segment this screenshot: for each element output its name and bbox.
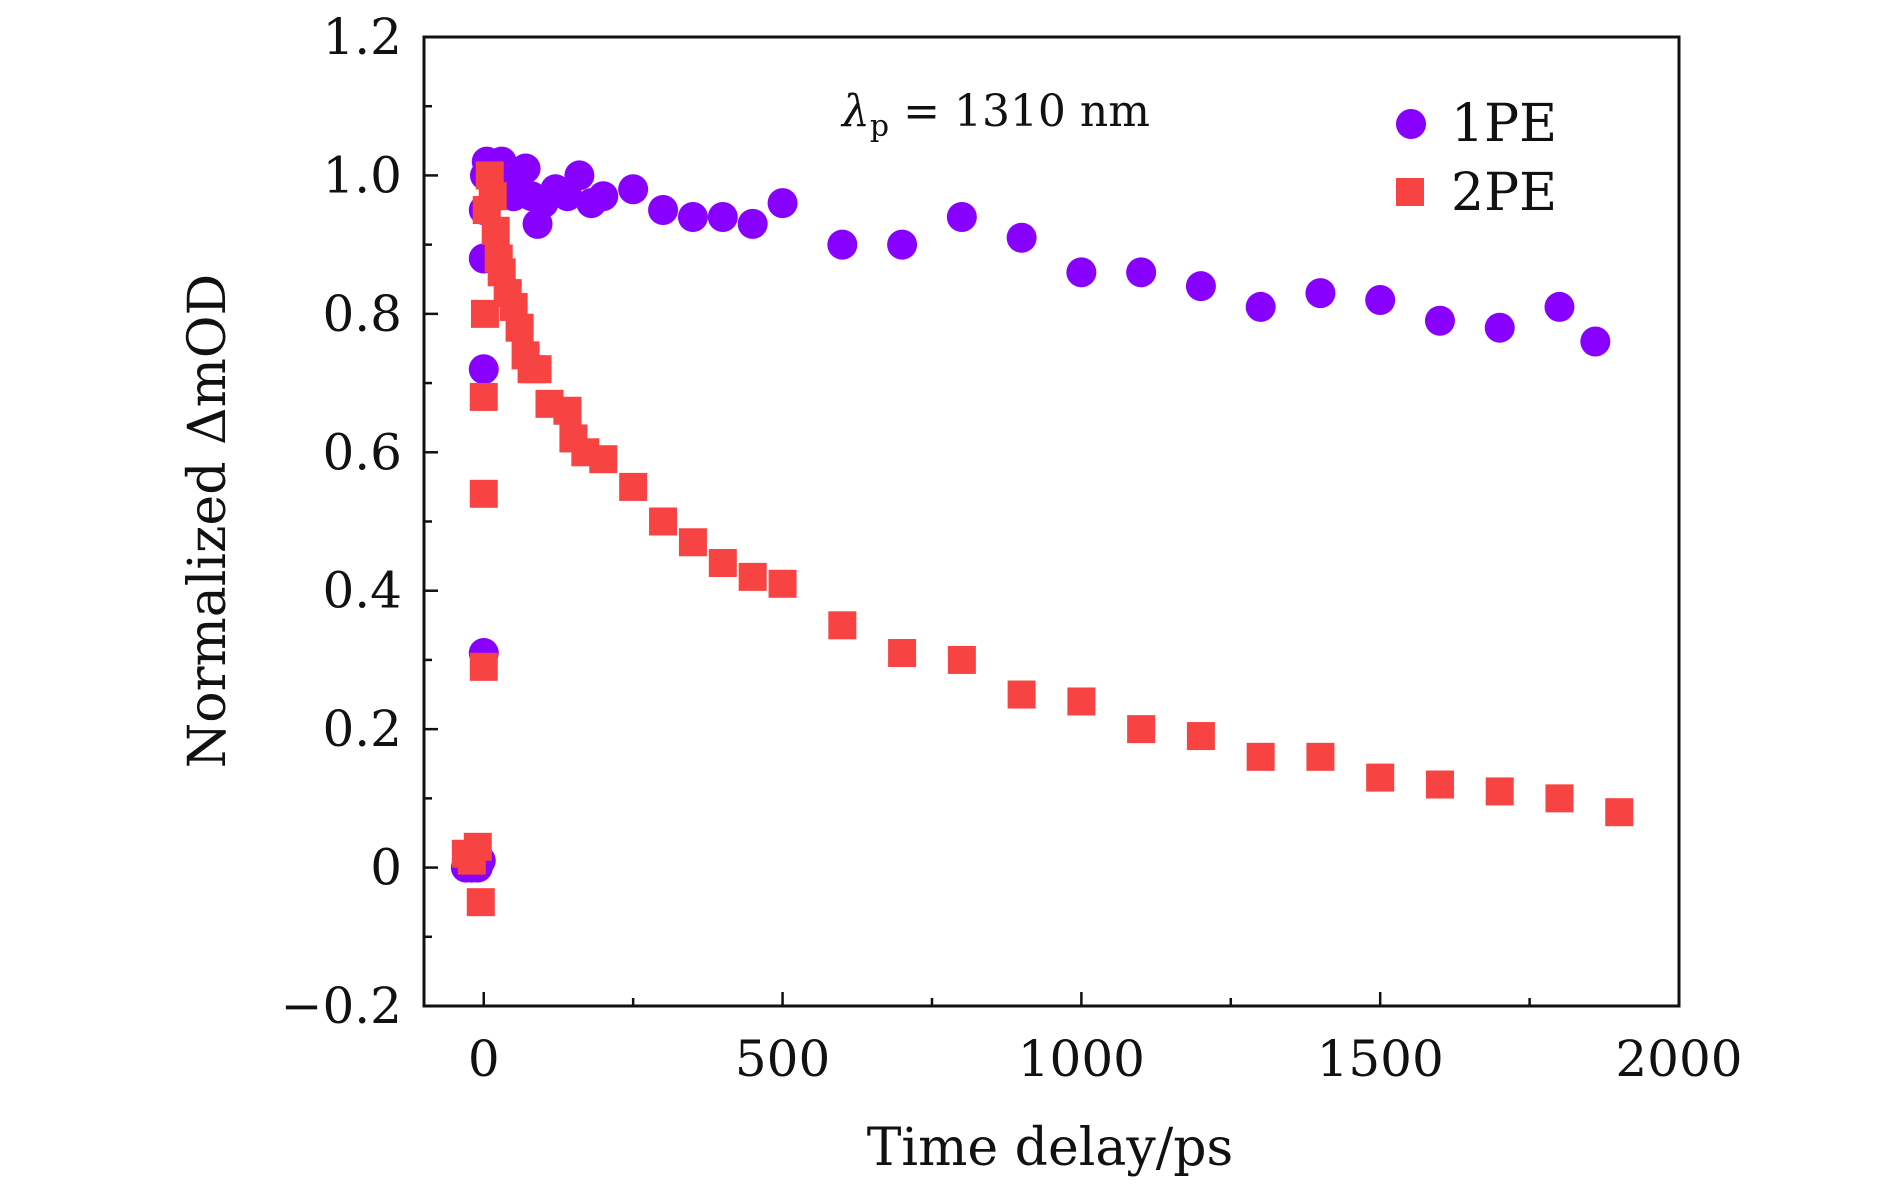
data-point-2pe [463, 832, 492, 861]
data-point-1pe [1245, 291, 1276, 322]
data-point-1pe [564, 160, 595, 191]
data-point-2pe [828, 611, 857, 640]
data-point-2pe [1067, 687, 1096, 716]
data-point-2pe [553, 396, 582, 425]
axis-ticks: 0 500 1000 1500 2000 −0.2 0 0.2 0.4 0.6 0.8 1.0 1.2 [281, 8, 1743, 1088]
data-point-2pe [1246, 742, 1275, 771]
data-point-1pe [1185, 271, 1216, 302]
x-tick-label: 1000 [1018, 1030, 1145, 1088]
data-point-2pe [1306, 742, 1335, 771]
legend-marker-1pe [1396, 109, 1426, 139]
data-point-2pe [1425, 770, 1454, 799]
y-axis-title: Normalized ΔmOD [178, 274, 238, 768]
data-point-1pe [618, 174, 649, 205]
data-point-2pe [469, 479, 498, 508]
y-tick-label: 1.0 [322, 146, 402, 204]
data-point-2pe [481, 216, 510, 245]
y-tick-label: 0.8 [322, 285, 402, 343]
wavelength-annotation: λp = 1310 nm [840, 86, 1150, 144]
data-point-1pe [737, 208, 768, 239]
data-point-1pe [468, 354, 499, 385]
data-point-1pe [648, 195, 679, 226]
data-point-1pe [1365, 285, 1396, 316]
data-point-2pe [947, 645, 976, 674]
data-point-2pe [523, 355, 552, 384]
data-series [450, 146, 1634, 917]
data-point-1pe [707, 201, 738, 232]
legend: 1PE 2PE [1396, 94, 1557, 223]
legend-label-1pe: 1PE [1451, 94, 1557, 154]
data-point-2pe [1007, 680, 1036, 709]
y-tick-label: 0.4 [322, 562, 402, 620]
y-tick-label: 0.6 [322, 423, 402, 481]
annotation-subscript: p [870, 109, 889, 144]
data-point-1pe [1305, 278, 1336, 309]
y-tick-label: 0 [370, 839, 402, 897]
data-point-2pe [1545, 784, 1574, 813]
data-point-2pe [1485, 777, 1514, 806]
data-point-1pe [887, 229, 918, 260]
data-point-2pe [1127, 715, 1156, 744]
data-point-2pe [469, 382, 498, 411]
data-point-1pe [677, 201, 708, 232]
data-point-2pe [619, 472, 648, 501]
annotation-symbol: λ [840, 86, 870, 137]
data-point-1pe [946, 201, 977, 232]
data-point-1pe [510, 153, 541, 184]
series-2pe [451, 161, 1634, 917]
data-point-1pe [827, 229, 858, 260]
data-point-2pe [888, 639, 917, 668]
data-point-1pe [1424, 305, 1455, 336]
x-axis-title: Time delay/ps [867, 1118, 1234, 1178]
data-point-2pe [505, 313, 534, 342]
data-point-1pe [1484, 312, 1515, 343]
legend-label-2pe: 2PE [1451, 163, 1557, 223]
annotation-value: = 1310 nm [889, 86, 1150, 137]
x-tick-label: 2000 [1615, 1030, 1742, 1088]
y-tick-label: 1.2 [322, 8, 402, 66]
data-point-2pe [708, 549, 737, 578]
x-tick-label: 1500 [1317, 1030, 1444, 1088]
data-point-1pe [588, 181, 619, 212]
data-point-2pe [469, 652, 498, 681]
data-point-2pe [478, 182, 507, 211]
data-point-1pe [1126, 257, 1157, 288]
data-point-2pe [649, 507, 678, 536]
y-tick-label: 0.2 [322, 700, 402, 758]
data-point-1pe [1544, 291, 1575, 322]
data-point-1pe [1066, 257, 1097, 288]
y-tick-label: −0.2 [281, 977, 402, 1035]
data-point-2pe [1605, 798, 1634, 827]
data-point-1pe [767, 188, 798, 219]
x-tick-label: 0 [468, 1030, 500, 1088]
data-point-2pe [1186, 722, 1215, 751]
data-point-1pe [1006, 222, 1037, 253]
data-point-2pe [589, 445, 618, 474]
data-point-1pe [1580, 326, 1611, 357]
data-point-2pe [768, 569, 797, 598]
x-tick-label: 500 [735, 1030, 830, 1088]
data-point-2pe [738, 562, 767, 591]
data-point-2pe [466, 888, 495, 917]
data-point-2pe [1366, 763, 1395, 792]
legend-marker-2pe [1396, 178, 1424, 206]
data-point-2pe [678, 528, 707, 557]
